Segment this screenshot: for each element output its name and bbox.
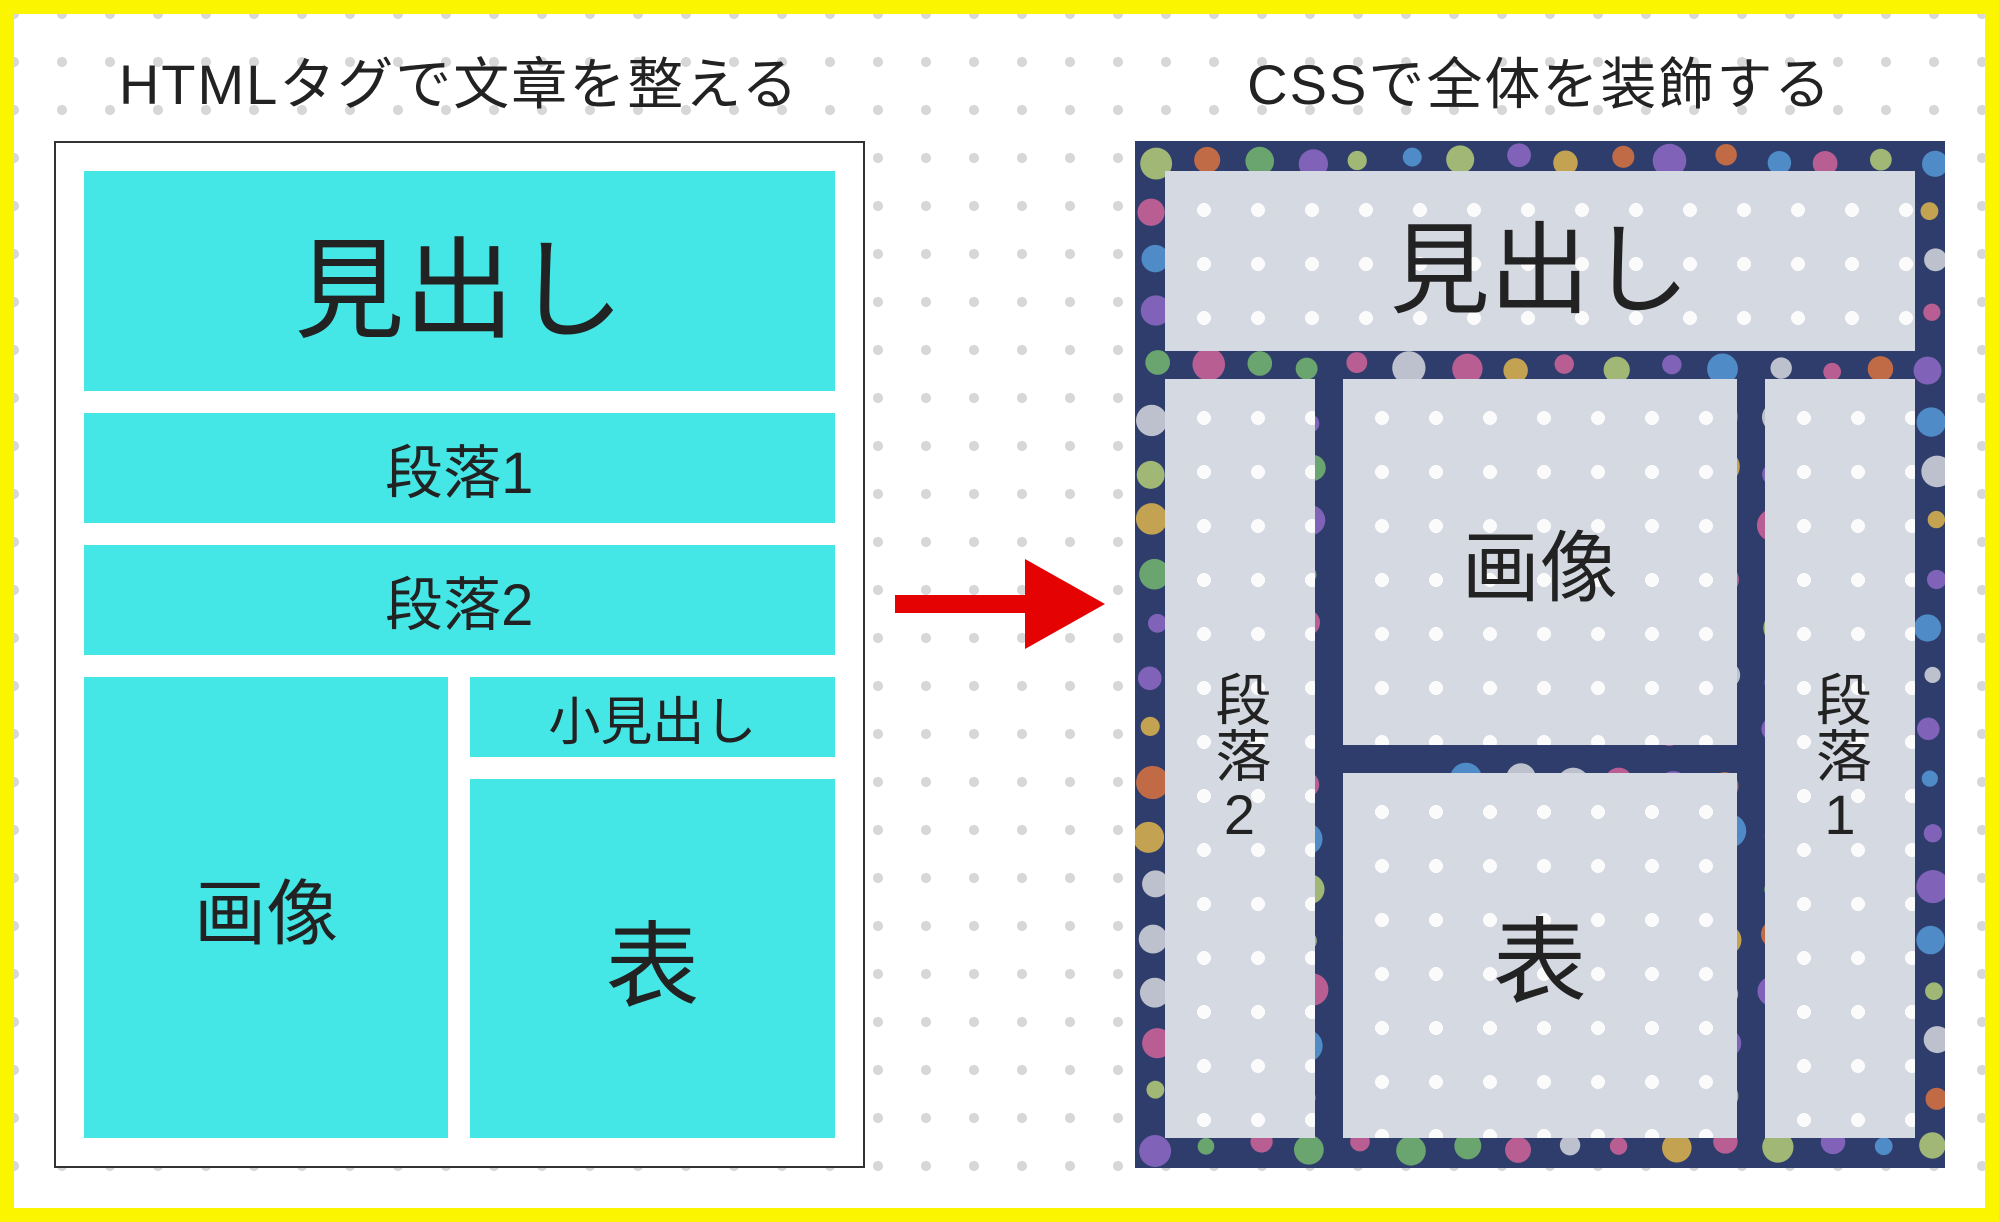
left-block-para1: 段落1	[84, 413, 835, 523]
arrow-icon	[895, 559, 1105, 649]
arrow	[895, 40, 1105, 1168]
right-title: CSSで全体を装飾する	[1247, 40, 1832, 121]
left-panel: 見出し 段落1 段落2 画像 小見出し 表	[54, 141, 865, 1168]
right-column: CSSで全体を装飾する 見出し 段落2 画像 表 段落1	[1135, 40, 1946, 1168]
left-column: HTMLタグで文章を整える 見出し 段落1 段落2 画像 小見出し 表	[54, 40, 865, 1168]
left-block-heading: 見出し	[84, 171, 835, 391]
infographic-frame: HTMLタグで文章を整える 見出し 段落1 段落2 画像 小見出し 表 CSSで…	[0, 0, 1999, 1222]
left-block-para2: 段落2	[84, 545, 835, 655]
left-block-subheading: 小見出し	[470, 677, 834, 757]
left-block-table: 表	[470, 779, 834, 1138]
right-block-para2: 段落2	[1165, 379, 1315, 1138]
right-block-image: 画像	[1343, 379, 1738, 745]
right-panel: 見出し 段落2 画像 表 段落1	[1135, 141, 1946, 1168]
right-block-table: 表	[1343, 773, 1738, 1139]
left-title: HTMLタグで文章を整える	[119, 40, 800, 121]
right-block-para1: 段落1	[1765, 379, 1915, 1138]
left-block-image: 画像	[84, 677, 448, 1138]
right-block-heading: 見出し	[1165, 171, 1916, 351]
